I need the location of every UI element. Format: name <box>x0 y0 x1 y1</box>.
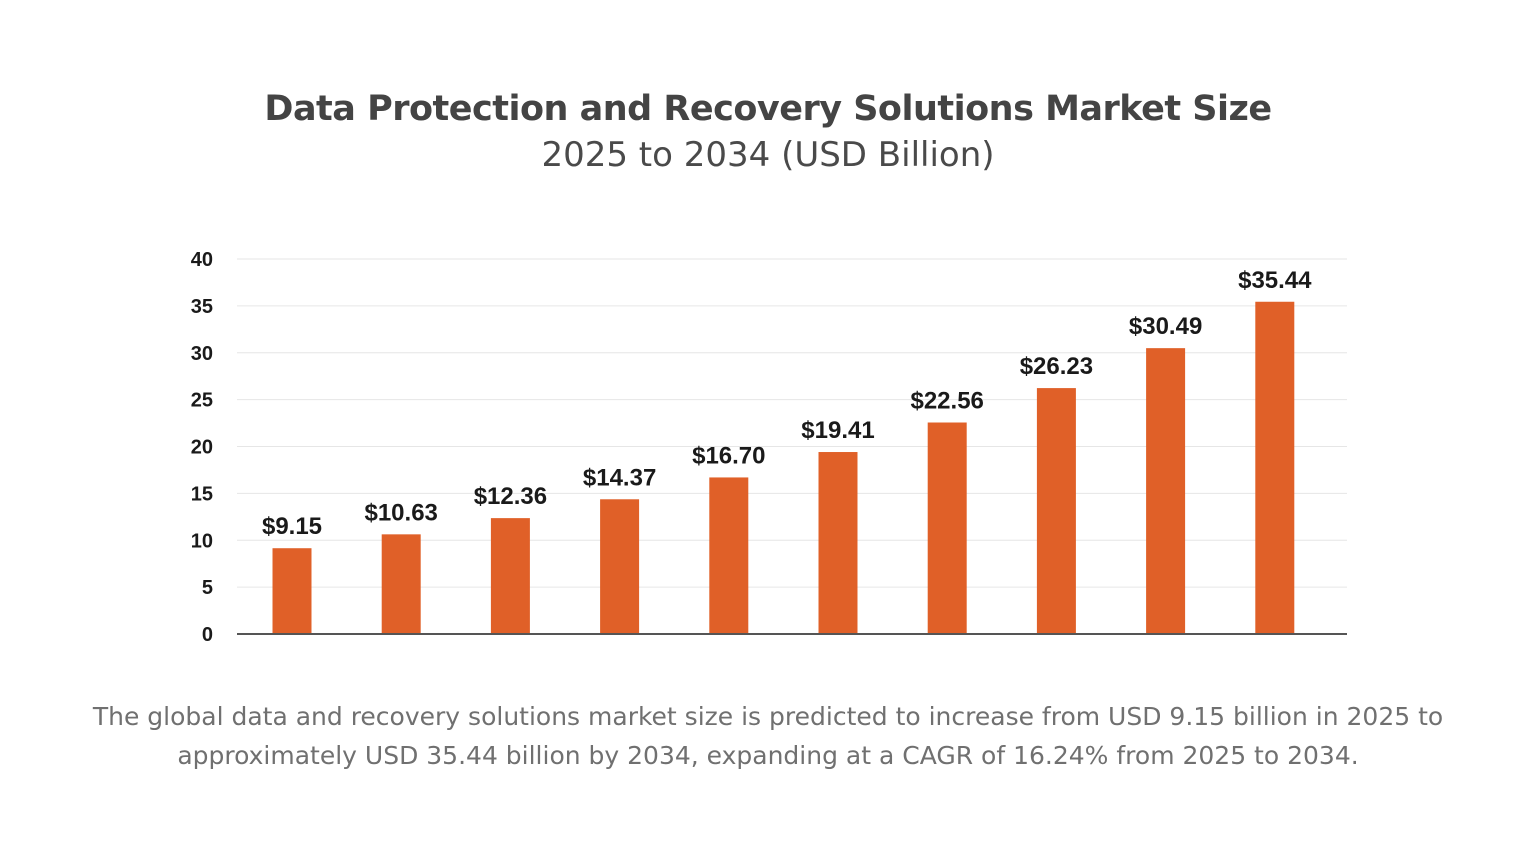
y-tick-label: 5 <box>202 577 213 599</box>
y-tick-label: 10 <box>191 530 213 552</box>
data-label-2029: $16.70 <box>692 442 765 469</box>
y-tick-label: 25 <box>191 390 213 412</box>
chart-subtitle: 2025 to 2034 (USD Billion) <box>541 135 995 175</box>
y-tick-label: 0 <box>202 624 213 646</box>
data-labels: $9.15 $10.63 $12.36 $14.37 $16.70 $19.41 $22.5… <box>262 267 1312 540</box>
bars <box>272 301 1295 634</box>
data-label-2031: $22.56 <box>910 388 983 415</box>
data-label-2027: $12.36 <box>474 483 547 510</box>
bar-2032 <box>1036 388 1076 634</box>
y-tick-label: 15 <box>191 483 213 505</box>
chart-caption: The global data and recovery solutions m… <box>92 702 1444 770</box>
data-label-2034: $35.44 <box>1238 267 1312 294</box>
data-label-2028: $14.37 <box>583 464 656 491</box>
data-label-2032: $26.23 <box>1020 353 1093 380</box>
y-tick-label: 30 <box>191 343 213 365</box>
bar-2027 <box>490 518 530 634</box>
bar-2030 <box>818 452 858 634</box>
y-tick-label: 40 <box>191 249 213 271</box>
y-axis-ticks: 0 5 10 15 20 25 30 35 40 <box>191 249 213 646</box>
bar-2026 <box>381 534 421 634</box>
chart-title: Data Protection and Recovery Solutions M… <box>264 89 1272 129</box>
y-tick-label: 35 <box>191 296 213 318</box>
bar-2025 <box>272 548 312 634</box>
bar-2033 <box>1146 348 1186 634</box>
data-label-2025: $9.15 <box>262 513 322 540</box>
data-label-2030: $19.41 <box>801 417 874 444</box>
bar-2028 <box>600 499 640 634</box>
data-label-2033: $30.49 <box>1129 313 1202 340</box>
chart-title-block: Data Protection and Recovery Solutions M… <box>0 86 1536 178</box>
bar-2034 <box>1255 301 1295 634</box>
data-label-2026: $10.63 <box>364 499 437 526</box>
bar-2031 <box>927 422 967 634</box>
bar-2029 <box>709 477 749 634</box>
y-tick-label: 20 <box>191 437 213 459</box>
